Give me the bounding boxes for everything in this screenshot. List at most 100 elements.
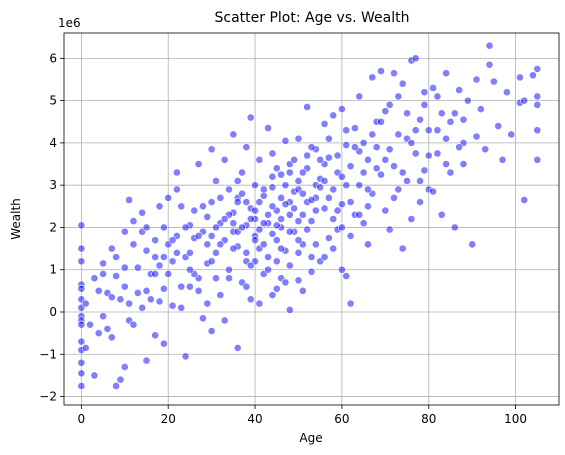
scatter-point <box>125 196 134 204</box>
scatter-point <box>381 155 390 164</box>
scatter-point <box>494 122 503 130</box>
scatter-point <box>229 219 238 228</box>
scatter-point <box>207 327 216 335</box>
scatter-point <box>298 286 307 295</box>
scatter-point <box>164 270 173 278</box>
x-tick-label: 100 <box>504 412 527 426</box>
scatter-point <box>212 248 220 257</box>
scatter-point <box>264 124 272 133</box>
scatter-point <box>442 69 451 78</box>
scatter-point <box>268 202 277 211</box>
scatter-point <box>116 375 125 384</box>
scatter-point <box>151 236 160 245</box>
scatter-point <box>251 206 259 215</box>
scatter-point <box>246 295 255 304</box>
scatter-point <box>220 215 229 223</box>
scatter-point <box>251 181 259 190</box>
scatter-point <box>264 210 272 219</box>
scatter-point <box>516 73 524 82</box>
scatter-point <box>225 185 233 194</box>
scatter-point <box>186 248 194 257</box>
scatter-point <box>203 212 212 221</box>
scatter-point <box>520 196 529 204</box>
scatter-point <box>120 263 129 272</box>
scatter-point <box>324 153 333 162</box>
scatter-point <box>298 189 307 198</box>
scatter-point <box>86 320 94 329</box>
scatter-point <box>394 92 403 101</box>
scatter-point <box>337 223 346 232</box>
scatter-point <box>420 88 429 97</box>
x-tick-label: 40 <box>247 412 262 426</box>
scatter-point <box>207 257 216 266</box>
scatter-point <box>285 261 294 270</box>
scatter-point <box>242 198 251 206</box>
scatter-point <box>199 202 207 211</box>
scatter-point <box>181 223 190 232</box>
scatter-point <box>329 185 338 194</box>
scatter-point <box>433 149 442 158</box>
scatter-point <box>320 253 329 261</box>
scatter-point <box>390 193 398 202</box>
scatter-point <box>398 168 407 177</box>
chart-title: Scatter Plot: Age vs. Wealth <box>215 10 410 26</box>
scatter-point <box>320 119 329 128</box>
scatter-point <box>233 198 242 206</box>
scatter-point <box>429 84 437 92</box>
x-tick-label: 80 <box>421 412 436 426</box>
scatter-point <box>186 265 194 274</box>
scatter-point <box>337 172 346 181</box>
scatter-point <box>411 149 420 158</box>
scatter-point <box>285 168 294 177</box>
y-tick-label: 5 <box>49 94 57 108</box>
scatter-point <box>94 286 103 295</box>
scatter-point <box>472 132 481 141</box>
y-scale-label: 1e6 <box>58 16 81 30</box>
scatter-point <box>81 299 90 308</box>
scatter-point <box>342 272 351 280</box>
scatter-point <box>446 117 455 126</box>
scatter-point <box>324 193 333 202</box>
scatter-point <box>172 248 181 257</box>
scatter-point <box>129 217 138 226</box>
scatter-point <box>416 177 424 185</box>
scatter-point <box>485 41 494 50</box>
scatter-point <box>307 217 316 226</box>
scatter-point <box>77 382 86 390</box>
scatter-point <box>337 200 346 209</box>
scatter-point <box>398 79 407 88</box>
scatter-point <box>77 257 86 266</box>
y-tick-label: 0 <box>49 305 57 319</box>
scatter-point <box>411 54 420 63</box>
scatter-point <box>107 333 116 342</box>
scatter-point <box>212 223 220 232</box>
scatter-point <box>298 210 307 219</box>
scatter-point <box>77 337 86 346</box>
scatter-point <box>233 344 242 352</box>
scatter-point <box>220 316 229 325</box>
scatter-point <box>403 109 411 118</box>
scatter-point <box>329 215 338 223</box>
scatter-point <box>342 126 351 135</box>
scatter-point <box>159 284 168 293</box>
scatter-point <box>129 240 138 249</box>
scatter-point <box>242 248 251 257</box>
scatter-point <box>307 143 316 152</box>
scatter-point <box>320 177 329 185</box>
scatter-point <box>203 240 212 249</box>
scatter-point <box>320 204 329 213</box>
scatter-point <box>225 265 233 274</box>
scatter-point <box>355 92 364 101</box>
scatter-point <box>359 219 368 228</box>
scatter-point <box>77 284 86 293</box>
scatter-point <box>112 382 121 390</box>
scatter-point <box>81 344 90 352</box>
scatter-point <box>342 181 351 190</box>
scatter-point <box>294 276 303 285</box>
scatter-point <box>125 299 134 308</box>
scatter-point <box>77 358 86 367</box>
scatter-point <box>307 253 316 261</box>
scatter-point <box>212 177 220 185</box>
scatter-point <box>238 223 246 232</box>
scatter-point <box>120 363 129 371</box>
